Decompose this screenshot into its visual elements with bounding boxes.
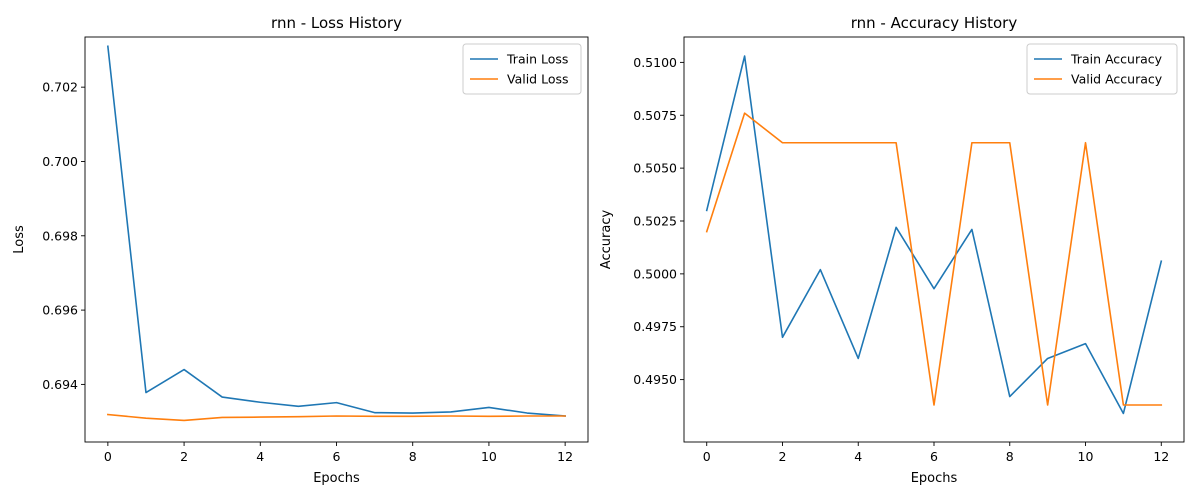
x-tick-label: 4 xyxy=(256,449,264,464)
legend-label: Train Loss xyxy=(506,52,568,67)
legend-label: Train Accuracy xyxy=(1070,52,1163,67)
y-tick-label: 0.4975 xyxy=(633,319,677,334)
legend-box xyxy=(1026,43,1178,95)
x-tick-label: 8 xyxy=(409,449,417,464)
y-tick-label: 0.700 xyxy=(42,154,78,169)
x-tick-label: 12 xyxy=(557,449,573,464)
legend-label: Valid Loss xyxy=(507,72,569,87)
series-line-valid-accuracy xyxy=(705,112,1163,406)
x-tick-label: 8 xyxy=(1006,449,1014,464)
y-tick-label: 0.694 xyxy=(42,377,78,392)
y-tick-label: 0.696 xyxy=(42,303,78,318)
chart-title: rnn - Loss History xyxy=(271,14,402,32)
x-tick-label: 6 xyxy=(930,449,938,464)
x-axis-label: Epochs xyxy=(313,471,360,486)
chart-panel-0: 0 2 4 6 8 10 12 0.694 0.696 0.698 0.700 0.702 rnn - … xyxy=(12,14,589,486)
plot-frame xyxy=(84,36,589,443)
x-tick-label: 0 xyxy=(104,449,112,464)
series-line-train-loss xyxy=(106,45,566,417)
y-tick-label: 0.5050 xyxy=(633,161,677,176)
chart-panel-1: 0 2 4 6 8 10 12 0.4950 0.4975 0.5000 0.5025 0.5050 0… xyxy=(599,14,1185,486)
y-tick-label: 0.4950 xyxy=(633,372,677,387)
x-tick-label: 0 xyxy=(703,449,711,464)
y-tick-label: 0.5075 xyxy=(633,108,677,123)
y-tick-label: 0.702 xyxy=(42,80,78,95)
legend: Train Loss Valid Loss xyxy=(462,43,582,95)
plot-frame xyxy=(683,36,1185,443)
chart-title: rnn - Accuracy History xyxy=(851,14,1018,32)
y-tick-label: 0.698 xyxy=(42,228,78,243)
x-tick-label: 10 xyxy=(1078,449,1094,464)
y-axis-label: Accuracy xyxy=(599,210,614,270)
x-axis-label: Epochs xyxy=(911,471,958,486)
y-tick-label: 0.5100 xyxy=(633,55,677,70)
x-tick-label: 6 xyxy=(333,449,341,464)
x-tick-label: 2 xyxy=(779,449,787,464)
x-tick-label: 12 xyxy=(1153,449,1169,464)
legend-box xyxy=(462,43,582,95)
y-tick-label: 0.5000 xyxy=(633,266,677,281)
series-line-train-accuracy xyxy=(705,55,1163,415)
y-tick-label: 0.5025 xyxy=(633,213,677,228)
y-axis-label: Loss xyxy=(12,225,27,254)
x-tick-label: 2 xyxy=(180,449,188,464)
series-line-valid-loss xyxy=(106,413,566,422)
legend-label: Valid Accuracy xyxy=(1071,72,1163,87)
legend: Train Accuracy Valid Accuracy xyxy=(1026,43,1178,95)
x-tick-label: 4 xyxy=(854,449,862,464)
x-tick-label: 10 xyxy=(481,449,497,464)
